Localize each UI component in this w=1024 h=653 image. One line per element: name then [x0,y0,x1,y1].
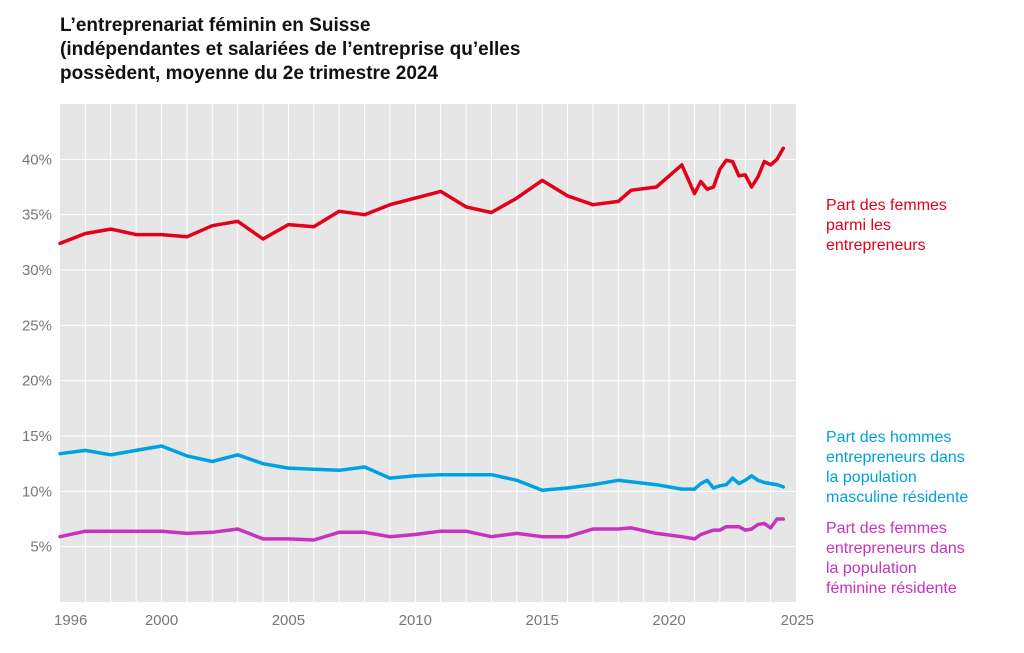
series-label-line: la population [826,560,917,577]
series-line-1 [58,146,786,246]
x-tick-label: 1996 [54,612,87,629]
y-tick-label: 40% [22,151,52,168]
x-tick-label: 2005 [272,612,305,629]
chart-title-line-3: possèdent, moyenne du 2e trimestre 2024 [60,63,439,84]
series-label-line: la population [826,469,917,486]
series-label-line: entrepreneurs [826,237,926,254]
x-tick-label: 2025 [781,612,814,629]
x-axis-tick-labels: 1996 2000 2005 2010 2015 2020 2025 [54,612,814,629]
series-label-line: Part des femmes [826,197,947,214]
x-tick-label: 2020 [652,612,685,629]
x-tick-label: 2010 [399,612,432,629]
y-tick-label: 35% [22,207,52,224]
y-tick-label: 20% [22,373,52,390]
y-axis-tick-labels: 5% 10% 15% 20% 25% 30% 35% 40% [22,151,52,555]
series-label-line: féminine résidente [826,580,957,597]
plot-area [60,104,796,602]
series-labels: Part des femmes parmi les entrepreneursPar… [826,197,968,597]
series-label-3: Part des femmes entrepreneurs dans la popu… [826,520,965,597]
series-lines [58,146,786,542]
series-label-line: Part des hommes [826,429,951,446]
series-label-line: entrepreneurs dans [826,449,965,466]
grid-lines [60,104,796,602]
series-label-2: Part des hommes entrepreneurs dans la popu… [826,429,968,506]
chart-title-line-1: L’entreprenariat féminin en Suisse [60,15,371,36]
x-tick-label: 2015 [526,612,559,629]
series-label-line: parmi les [826,217,891,234]
y-tick-label: 5% [30,539,52,556]
chart-title: L’entreprenariat féminin en Suisse (indé… [60,14,620,86]
series-label-line: Part des femmes [826,520,947,537]
series-label-1: Part des femmes parmi les entrepreneurs [826,197,947,254]
series-line-2 [58,444,786,492]
chart-title-line-2: (indépendantes et salariées de l’entrepr… [60,39,521,60]
x-tick-label: 2000 [145,612,178,629]
y-tick-label: 30% [22,262,52,279]
y-tick-label: 15% [22,428,52,445]
y-tick-label: 25% [22,317,52,334]
y-tick-label: 10% [22,483,52,500]
series-label-line: entrepreneurs dans [826,540,965,557]
series-line-3 [58,517,786,542]
series-label-line: masculine résidente [826,489,968,506]
